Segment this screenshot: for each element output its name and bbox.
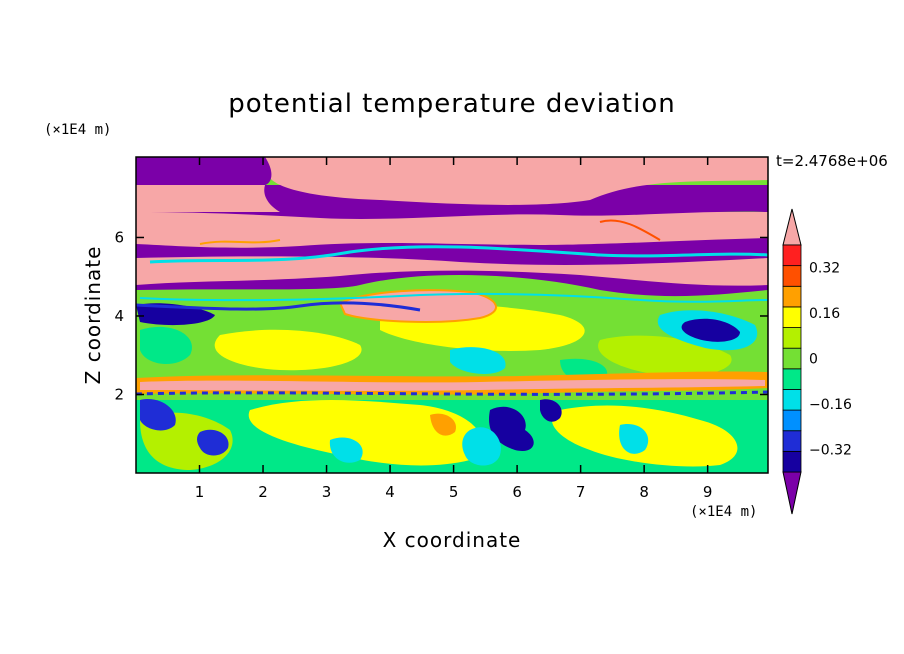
region-cyan-mid-1	[140, 326, 192, 365]
colorbar-swatch	[782, 285, 802, 308]
colorbar-tick-label: 0.32	[809, 261, 840, 277]
y-axis-ticks: 2 4 6	[114, 228, 768, 403]
plot-area	[136, 157, 768, 473]
x-unit-label: (×1E4 m)	[690, 504, 757, 520]
colorbar-swatch	[782, 450, 802, 473]
x-tick-label: 9	[703, 483, 713, 501]
colorbar-extend-max	[782, 208, 802, 246]
x-tick-label: 4	[385, 483, 395, 501]
region-yellow-center	[248, 400, 482, 466]
region-blue-swirl-1	[489, 406, 534, 451]
interface-cyan-2	[139, 292, 768, 303]
x-axis-ticks: 1 2 3 4 5 6 7 8 9	[195, 157, 713, 501]
colorbar-swatch	[782, 409, 802, 432]
x-tick-label: 5	[449, 483, 459, 501]
region-orange-patch-1	[430, 413, 456, 436]
x-axis-label: X coordinate	[383, 528, 522, 552]
colorbar-tick-label: 0	[809, 352, 818, 368]
y-unit-label: (×1E4 m)	[44, 122, 111, 138]
time-label: t=2.4768e+06	[776, 152, 888, 170]
colorbar-swatch	[782, 430, 802, 452]
colorbar-swatch	[782, 327, 802, 349]
y-tick-label: 2	[114, 385, 124, 403]
region-blue-swirl-2	[197, 429, 229, 456]
x-tick-label: 2	[258, 483, 268, 501]
chart-title: potential temperature deviation	[228, 89, 675, 119]
band-pink-top-left	[136, 185, 280, 212]
shear-band-blue	[136, 390, 768, 396]
y-tick-label: 4	[114, 307, 124, 325]
interface-blue-1	[136, 301, 421, 312]
lower-turbulent-layer	[136, 300, 768, 473]
region-blue-swirl-4	[540, 399, 562, 422]
region-cyan-swirl-1	[462, 427, 501, 466]
region-cyan-mid-3	[450, 347, 506, 374]
region-blue-swirl-3	[140, 399, 176, 431]
colorbar-swatch	[782, 389, 802, 411]
region-cyan-swirl-2	[619, 424, 649, 454]
colorbar-swatch	[782, 265, 802, 287]
region-yellow-mid-1	[214, 329, 362, 371]
region-blue-mid-1	[681, 318, 740, 342]
x-tick-label: 1	[195, 483, 205, 501]
interface-cyan-1	[149, 245, 768, 264]
x-tick-label: 6	[512, 483, 522, 501]
y-axis-label: Z coordinate	[81, 246, 105, 385]
colorbar-tick-label: −0.32	[809, 442, 852, 458]
colorbar-swatch	[782, 368, 802, 390]
region-cyan-swirl-3	[329, 437, 363, 463]
colorbar-tick-label: 0.16	[809, 306, 840, 322]
colorbar-extend-min	[782, 471, 802, 515]
colorbar-swatch	[782, 244, 802, 267]
colorbar-swatch	[782, 306, 802, 328]
pink-intrusion	[340, 290, 497, 322]
x-tick-label: 3	[322, 483, 332, 501]
upper-bands	[136, 157, 768, 323]
colorbar-tick-label: −0.16	[809, 397, 852, 413]
interface-orange-1	[199, 239, 281, 245]
y-tick-label: 6	[114, 228, 124, 246]
colorbar: 0.32 0.16 0 −0.16 −0.32	[782, 208, 852, 515]
x-tick-label: 7	[576, 483, 586, 501]
interface-orange-2	[599, 219, 661, 241]
x-tick-label: 8	[639, 483, 649, 501]
band-purple-top	[136, 157, 272, 185]
orange-rim	[338, 289, 497, 323]
plot-frame	[135, 156, 769, 474]
colorbar-swatch	[782, 347, 802, 370]
shear-line	[136, 371, 768, 396]
shear-band-pink	[140, 379, 765, 391]
band-pink-upper	[265, 157, 768, 205]
